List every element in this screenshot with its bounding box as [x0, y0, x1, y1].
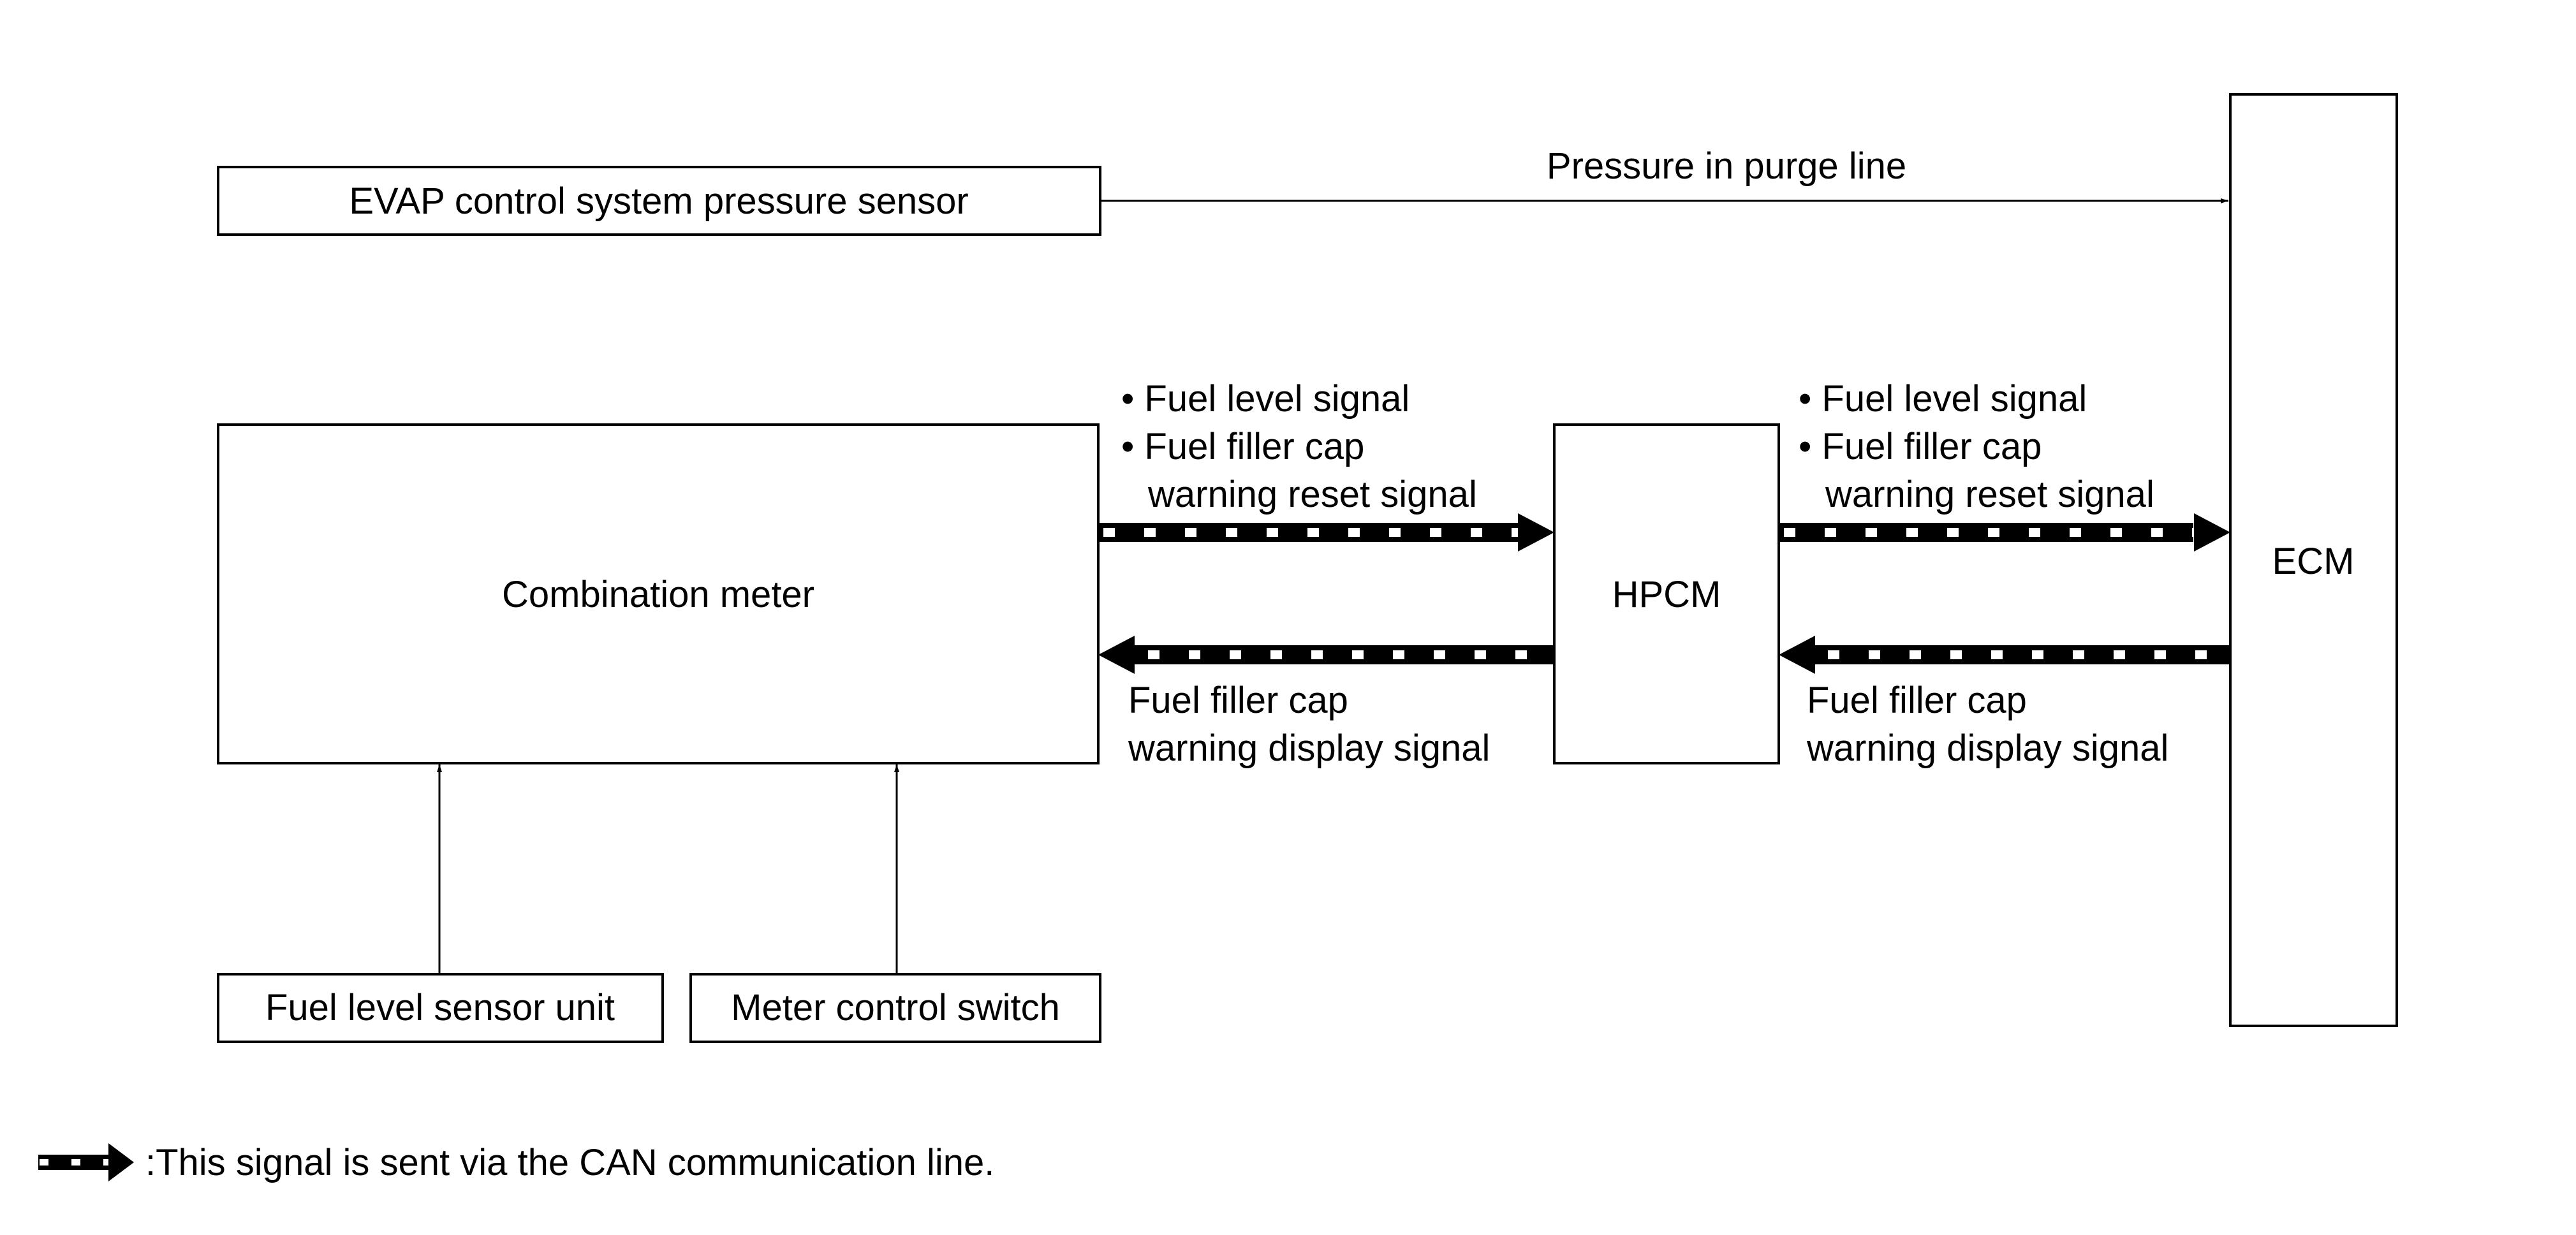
evap-pressure-sensor-label: EVAP control system pressure sensor — [349, 180, 968, 222]
signal-label: • Fuel level signal — [1121, 378, 1409, 420]
hpcm-box: HPCM — [1553, 423, 1780, 764]
signal-label: • Fuel filler cap — [1799, 426, 2042, 467]
signal-label: warning display signal — [1128, 727, 1490, 769]
signal-label: warning reset signal — [1825, 474, 2154, 515]
ecm-box: ECM — [2229, 93, 2398, 1027]
evap-pressure-sensor-box: EVAP control system pressure sensor — [217, 166, 1101, 236]
fuel-level-sensor-box: Fuel level sensor unit — [217, 973, 664, 1043]
pressure-signal-label: Pressure in purge line — [1547, 145, 1906, 187]
can-arrow-meter-to-hpcm — [1098, 513, 1554, 552]
signal-label: Fuel filler cap — [1128, 680, 1348, 721]
ecm-to-hpcm-labels: Fuel filler cap warning display signal — [1806, 680, 2168, 769]
combination-meter-box: Combination meter — [217, 423, 1100, 764]
signal-label: warning display signal — [1806, 727, 2168, 769]
signal-label: warning reset signal — [1147, 474, 1477, 515]
can-arrow-hpcm-to-ecm — [1779, 513, 2230, 552]
signal-label: • Fuel filler cap — [1121, 426, 1364, 467]
signal-label: Fuel filler cap — [1807, 680, 2027, 721]
hpcm-to-ecm-labels: • Fuel level signal • Fuel filler cap wa… — [1799, 378, 2154, 515]
hpcm-to-meter-labels: Fuel filler cap warning display signal — [1128, 680, 1490, 769]
hpcm-label: HPCM — [1612, 574, 1721, 615]
combination-meter-label: Combination meter — [502, 574, 814, 615]
meter-control-switch-box: Meter control switch — [689, 973, 1101, 1043]
can-legend-icon — [38, 1143, 134, 1181]
meter-control-switch-label: Meter control switch — [731, 987, 1060, 1028]
ecm-label: ECM — [2272, 541, 2355, 582]
can-arrow-hpcm-to-meter — [1098, 636, 1554, 674]
signal-label: • Fuel level signal — [1799, 378, 2087, 420]
can-arrow-ecm-to-hpcm — [1779, 636, 2230, 674]
fuel-level-sensor-label: Fuel level sensor unit — [265, 987, 615, 1028]
meter-to-hpcm-labels: • Fuel level signal • Fuel filler cap wa… — [1121, 378, 1477, 515]
can-legend-text: :This signal is sent via the CAN communi… — [145, 1142, 994, 1183]
